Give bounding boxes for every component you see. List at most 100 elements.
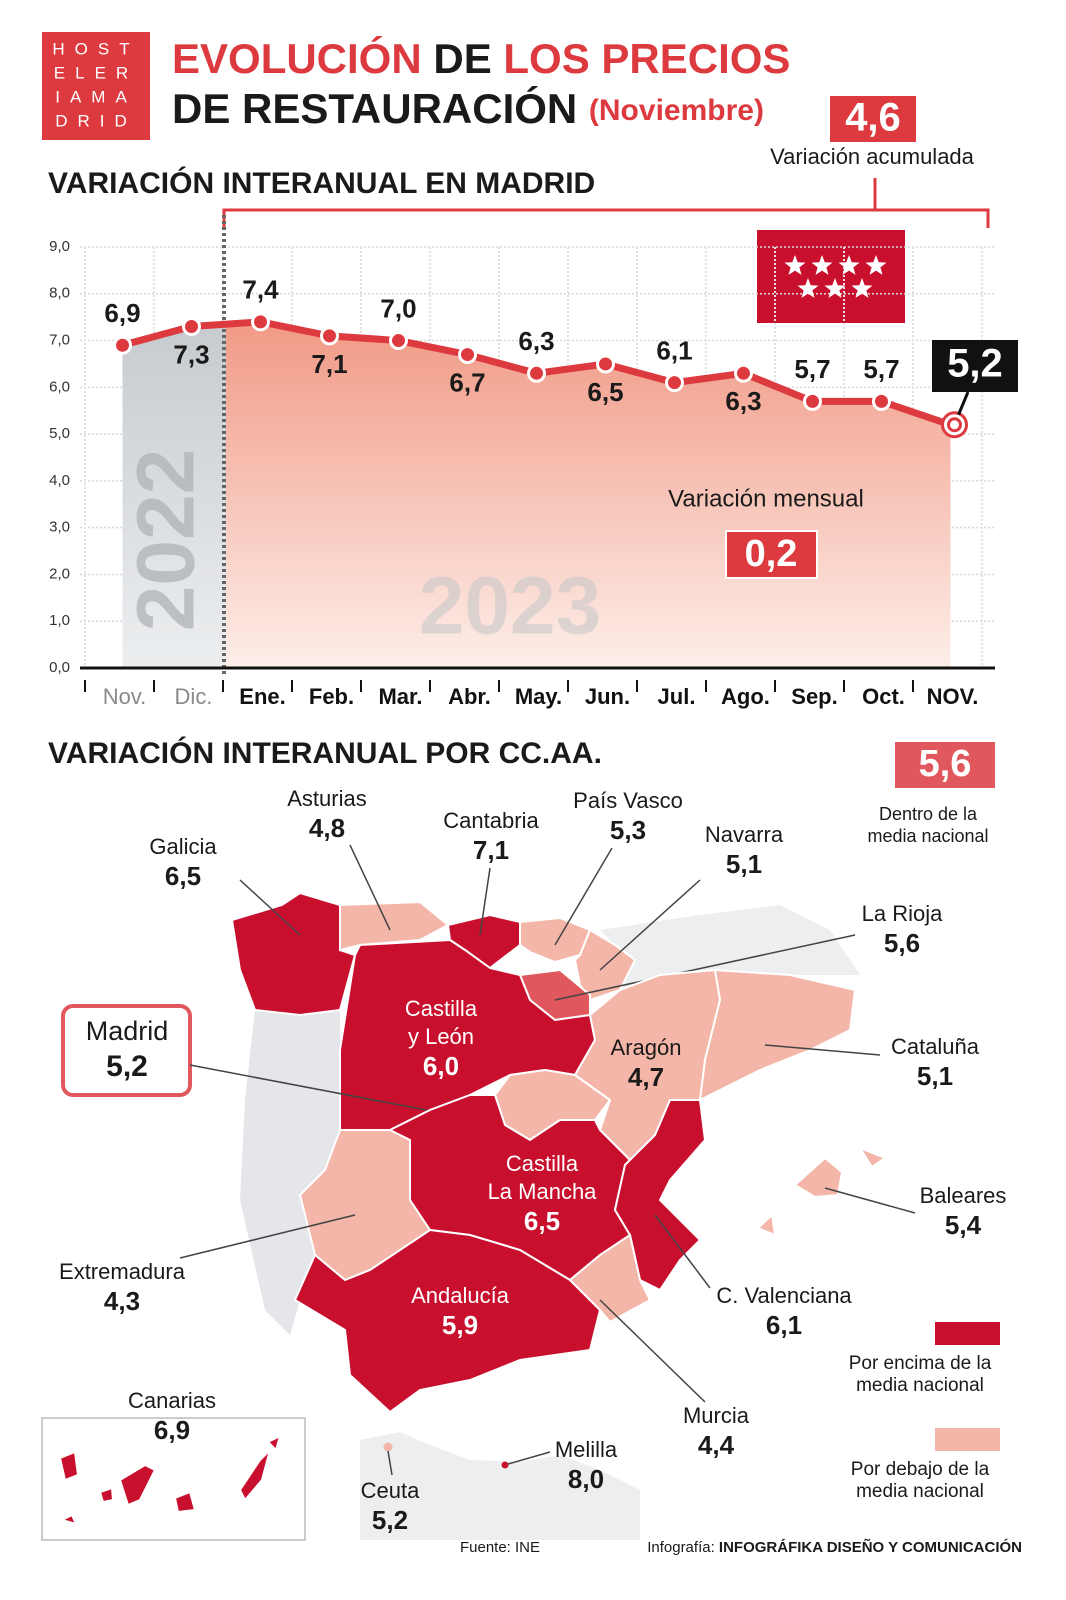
title-line-1: EVOLUCIÓN DE LOS PRECIOS [172, 34, 790, 82]
flag-star [838, 255, 860, 275]
logo: HOST ELER IAMA DRID [52, 39, 139, 130]
logo-line: ELER [54, 63, 138, 82]
title-dark: DE RESTAURACIÓN [172, 84, 577, 132]
logo-line: DRID [55, 111, 137, 130]
accumulated-box [830, 96, 916, 142]
portugal [240, 1010, 340, 1335]
point [872, 391, 891, 411]
region-name: Castilla [405, 996, 478, 1021]
value-label: 6,9 [104, 298, 140, 328]
national-text: Dentro de la [879, 804, 978, 824]
region-value: 5,2 [106, 1050, 148, 1083]
region-name: Ceuta [361, 1478, 420, 1503]
value-label: 6,1 [656, 336, 692, 366]
y-tick-label: 0,0 [49, 659, 70, 676]
logo-line: HOST [52, 39, 139, 58]
monthly-value: 0,2 [745, 533, 798, 575]
region [383, 1442, 393, 1452]
map-background [41, 905, 860, 1541]
line-chart: 0,0 1,0 2,0 3,0 4,0 5,0 6,0 7,0 8,0 9,0 2022 2023 No… [49, 215, 1018, 709]
value-label: 5,2 [947, 342, 1003, 386]
region-value: 6,9 [154, 1415, 190, 1445]
x-tick-label: Mar. [378, 684, 422, 709]
title-red: EVOLUCIÓN [172, 34, 422, 82]
logo-box [42, 32, 150, 140]
region-name: Baleares [920, 1183, 1007, 1208]
leader-line [179, 1214, 356, 1259]
value-label: 6,3 [518, 326, 554, 356]
title-line-2: DE RESTAURACIÓN (Noviembre) [172, 84, 764, 132]
region [266, 1434, 282, 1452]
leader-line [239, 879, 301, 936]
region [698, 968, 857, 1102]
point [182, 317, 201, 337]
leader-line [349, 844, 391, 931]
flag-star [865, 255, 887, 275]
value-label: 6,5 [587, 377, 623, 407]
region-value: 6,5 [165, 861, 201, 891]
accumulated-text: Variación acumulada [770, 144, 975, 169]
chart-title: VARIACIÓN INTERANUAL EN MADRID [48, 166, 595, 200]
region-name: Melilla [555, 1437, 618, 1462]
flag-star [784, 255, 806, 275]
point [665, 373, 684, 393]
region-value: 8,0 [568, 1464, 604, 1494]
point [113, 335, 132, 355]
madrid-callout-box [61, 1004, 192, 1097]
y-tick-label: 5,0 [49, 425, 70, 442]
region [519, 916, 592, 964]
region [58, 1450, 80, 1482]
region [98, 1486, 115, 1504]
legend-swatch [935, 1322, 1000, 1345]
region-value: 5,9 [442, 1310, 478, 1340]
national-box [895, 742, 995, 788]
flag-star [851, 278, 873, 298]
y-tick-label: 4,0 [49, 472, 70, 489]
map-title: VARIACIÓN INTERANUAL POR CC.AA. [48, 736, 602, 770]
region-value: 6,0 [423, 1051, 459, 1081]
morocco [360, 1432, 640, 1540]
region-name: Aragón [611, 1035, 682, 1060]
title-red: LOS PRECIOS [503, 35, 790, 82]
region-name: Asturias [287, 786, 366, 811]
region-value: 5,4 [945, 1210, 982, 1240]
x-tick-label: Oct. [862, 684, 905, 709]
region [793, 1156, 844, 1199]
point [596, 354, 615, 374]
region-name: Galicia [149, 834, 217, 859]
value-label: 6,3 [725, 386, 761, 416]
leader-line [654, 1214, 711, 1289]
source: Fuente: INE [460, 1539, 540, 1556]
region [857, 1145, 888, 1169]
x-tick-label: Abr. [448, 684, 491, 709]
x-tick-label: Ago. [721, 684, 770, 709]
logo-line: IAMA [55, 87, 137, 106]
y-tick-label: 8,0 [49, 285, 70, 302]
region-name: Navarra [705, 822, 784, 847]
region-value: 5,1 [726, 849, 762, 879]
region-value: 7,1 [473, 835, 509, 865]
value-label: 5,7 [863, 354, 899, 384]
legend-label: Por encima de la [849, 1353, 992, 1374]
legend-label: Por debajo de la [851, 1459, 990, 1480]
france [600, 905, 860, 990]
title-note: (Noviembre) [589, 94, 764, 127]
monthly-text: Variación mensual [668, 485, 864, 512]
region [756, 1212, 777, 1237]
region [501, 1461, 509, 1469]
x-tick-label: Jun. [585, 684, 630, 709]
year-label: 2022 [121, 449, 212, 631]
region [118, 1463, 157, 1507]
region-value: 4,7 [628, 1062, 664, 1092]
region-value: 4,8 [309, 813, 345, 843]
y-tick-label: 9,0 [49, 238, 70, 255]
point [527, 363, 546, 383]
year-label: 2023 [419, 561, 601, 652]
area [122, 321, 951, 668]
region-name: C. Valenciana [716, 1283, 852, 1308]
region-name: y León [408, 1024, 474, 1049]
point [734, 363, 753, 383]
x-tick-label: Ene. [239, 684, 285, 709]
leader-line [599, 1299, 706, 1403]
region-name: Andalucía [411, 1283, 510, 1308]
